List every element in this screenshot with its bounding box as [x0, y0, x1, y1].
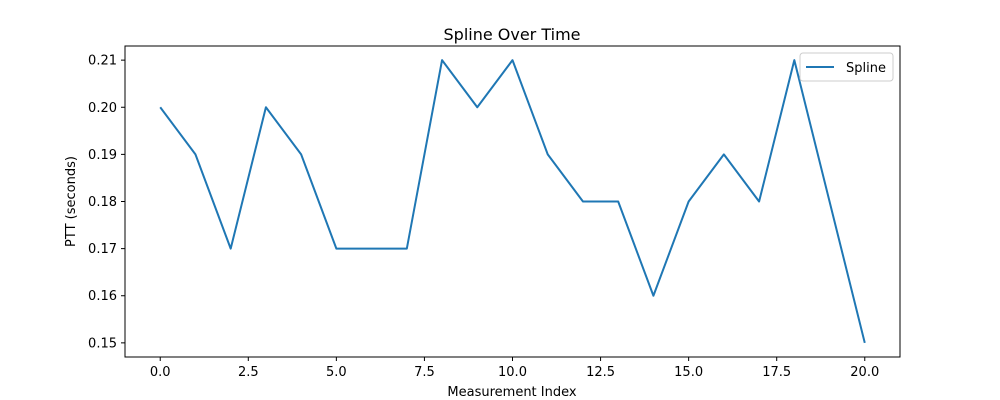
x-tick-label: 20.0: [850, 365, 879, 380]
y-tick-label: 0.16: [88, 289, 117, 304]
series-line-spline: [159, 59, 866, 344]
y-tick-label: 0.18: [88, 195, 117, 210]
y-tick-label: 0.19: [88, 148, 117, 163]
x-tick-label: 15.0: [674, 365, 703, 380]
x-tick-label: 12.5: [586, 365, 615, 380]
axis-ticks: 0.0 2.5 5.0 7.5 10.0 12.5 15.0 17.5 20.0 0.15 0.16…: [88, 54, 879, 380]
x-tick-label: 7.5: [414, 365, 435, 380]
y-tick-label: 0.21: [88, 54, 117, 69]
y-axis-title: PTT (seconds): [64, 156, 79, 247]
x-tick-label: 17.5: [762, 365, 791, 380]
legend: Spline: [799, 52, 894, 82]
legend-frame: [799, 52, 894, 82]
y-tick-label: 0.15: [88, 336, 117, 351]
y-tick-label: 0.17: [88, 242, 117, 257]
x-tick-label: 5.0: [326, 365, 347, 380]
x-tick-label: 10.0: [498, 365, 527, 380]
y-tick-label: 0.20: [88, 101, 117, 116]
x-axis-title: Measurement Index: [447, 385, 576, 400]
x-tick-label: 2.5: [238, 365, 259, 380]
x-tick-label: 0.0: [150, 365, 171, 380]
series-layer: [159, 59, 866, 344]
plot-area-frame: [124, 45, 901, 358]
legend-label-spline: Spline: [846, 61, 886, 76]
chart-title: Spline Over Time: [444, 25, 581, 44]
